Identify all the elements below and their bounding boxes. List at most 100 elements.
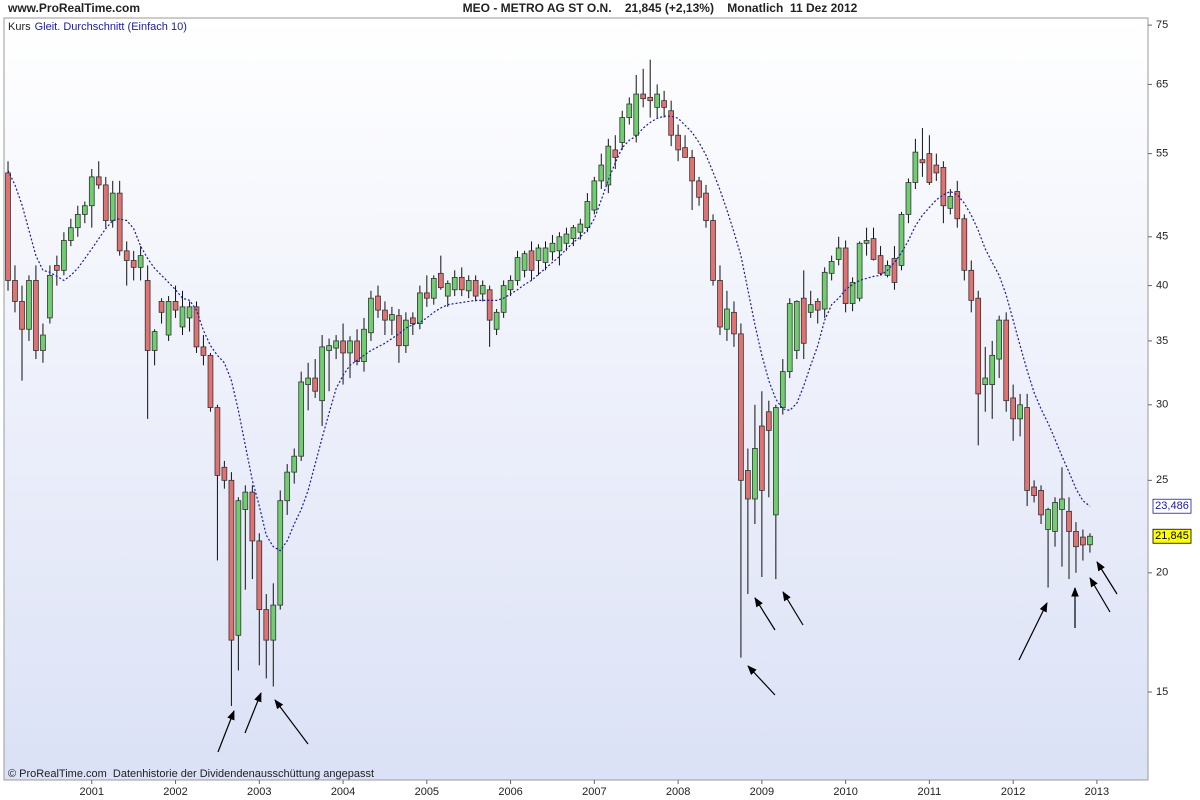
candle-body — [759, 425, 765, 491]
candle-body — [333, 340, 339, 349]
candle-body — [123, 250, 130, 261]
candle-body — [647, 96, 654, 102]
candle-body — [612, 149, 619, 158]
candle-body — [74, 213, 81, 229]
candle-body — [800, 297, 807, 344]
candle-body — [158, 301, 165, 313]
candle-body — [354, 340, 360, 362]
candle-body — [989, 354, 996, 385]
candles — [5, 59, 1093, 707]
candle-body — [521, 253, 528, 271]
price-marker — [1152, 528, 1192, 544]
candle-body — [5, 172, 11, 281]
candle-body — [242, 491, 249, 510]
candle-body — [668, 110, 674, 136]
x-tick-label: 2004 — [331, 786, 355, 798]
footer: © ProRealTime.com Datenhistorie der Divi… — [8, 768, 374, 780]
candle-body — [570, 227, 577, 240]
y-tick-label: 45 — [1156, 231, 1168, 243]
candle-body — [109, 192, 116, 221]
x-tick-label: 2011 — [918, 786, 942, 798]
candle-body — [905, 182, 912, 215]
annotation-arrow — [1018, 602, 1048, 661]
y-tick-label: 55 — [1156, 148, 1168, 160]
candle-body — [835, 247, 842, 260]
candle-body — [256, 540, 263, 611]
annotation-arrow — [217, 710, 235, 753]
x-tick-label: 2008 — [666, 786, 690, 798]
candle-body — [214, 407, 221, 476]
candle-body — [584, 201, 591, 229]
candle-body — [200, 346, 207, 356]
annotation-arrow — [782, 591, 804, 626]
chart-title: MEO - METRO AG ST O.N. 21,845 (+2,13%) M… — [463, 1, 858, 15]
candle-body — [745, 470, 751, 500]
candle-body — [640, 93, 647, 100]
candle-body — [263, 609, 270, 641]
candle-body — [19, 301, 25, 330]
candle-body — [1066, 510, 1072, 532]
candle-body — [1059, 498, 1065, 510]
candle-body — [1087, 535, 1093, 546]
candle-body — [919, 159, 926, 164]
candle-body — [33, 280, 39, 351]
x-tick-label: 2005 — [415, 786, 439, 798]
candle-body — [410, 317, 416, 324]
y-tick-label: 35 — [1156, 335, 1168, 347]
candle-body — [703, 192, 709, 221]
candle-body — [661, 100, 667, 108]
candle-body — [95, 176, 102, 186]
candle-body — [535, 247, 542, 261]
candle-body — [102, 184, 109, 221]
legend-entry: Gleit. Durchschnitt (Einfach 10) — [35, 21, 187, 33]
candle-body — [717, 280, 723, 328]
y-tick-label: 75 — [1156, 19, 1168, 31]
candle-body — [765, 411, 772, 431]
y-tick-label: 25 — [1156, 474, 1168, 486]
y-tick-label: 30 — [1156, 399, 1168, 411]
candle-body — [975, 297, 982, 395]
candle-body — [340, 340, 346, 354]
candle-body — [235, 500, 242, 636]
candle-body — [347, 340, 353, 354]
candle-body — [577, 223, 584, 233]
candle-body — [1038, 490, 1044, 516]
moving-average-line — [7, 115, 1091, 552]
candle-body — [423, 292, 430, 299]
candle-body — [731, 311, 737, 335]
candle-body — [549, 242, 556, 253]
y-tick-label: 15 — [1156, 686, 1168, 698]
candle-body — [793, 301, 800, 351]
candle-body — [137, 255, 144, 268]
candle-body — [926, 153, 933, 183]
candle-body — [633, 93, 640, 136]
x-tick-label: 2010 — [833, 786, 857, 798]
candle-body — [1024, 407, 1030, 491]
candle-body — [821, 271, 828, 310]
x-tick-label: 2009 — [750, 786, 774, 798]
y-tick-label: 65 — [1156, 78, 1168, 90]
candle-body — [591, 180, 598, 211]
candle-body — [563, 233, 570, 244]
candle-body — [947, 196, 954, 209]
candle-body — [689, 157, 695, 182]
candle-body — [933, 164, 940, 174]
candle-body — [1052, 502, 1058, 532]
candle-body — [940, 167, 947, 207]
candle-body — [598, 164, 605, 182]
y-tick-label: 40 — [1156, 279, 1168, 291]
x-tick-label: 2003 — [247, 786, 271, 798]
candle-body — [514, 257, 521, 281]
candle-body — [724, 308, 730, 330]
candle-body — [249, 491, 256, 542]
candle-body — [12, 280, 18, 302]
candle-body — [486, 289, 493, 321]
candle-body — [221, 466, 228, 481]
candle-body — [912, 151, 919, 183]
candle-body — [968, 269, 975, 301]
candle-body — [479, 285, 486, 295]
candle-body — [144, 280, 151, 351]
x-tick-label: 2006 — [498, 786, 522, 798]
price-marker-label: 23,486 — [1155, 500, 1189, 512]
candle-body — [842, 247, 849, 304]
